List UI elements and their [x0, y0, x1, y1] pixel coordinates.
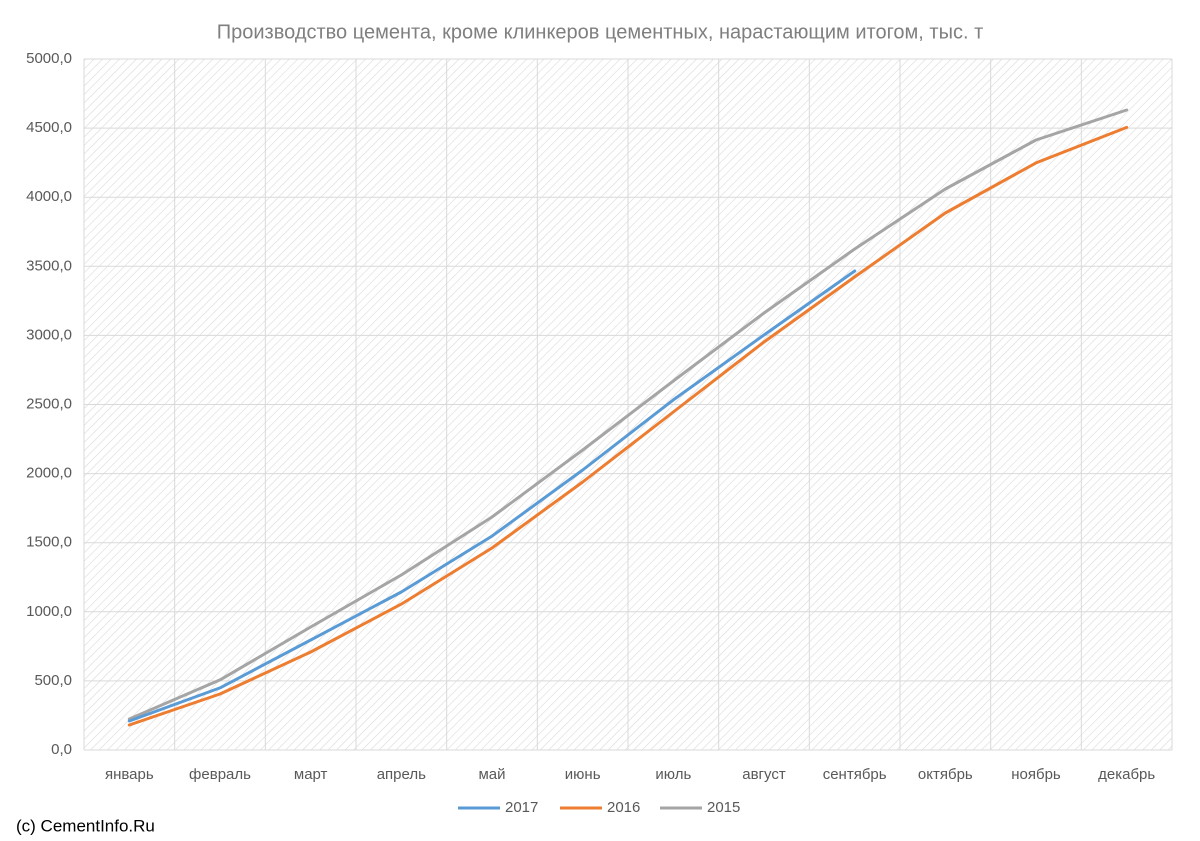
x-tick-label: октябрь — [918, 766, 973, 783]
x-tick-label: февраль — [189, 766, 251, 783]
x-tick-label: март — [294, 766, 328, 783]
y-tick-label: 0,0 — [51, 741, 72, 758]
legend-label: 2017 — [505, 799, 538, 816]
x-tick-label: декабрь — [1098, 766, 1155, 783]
x-tick-label: май — [478, 766, 505, 783]
y-tick-label: 1500,0 — [26, 534, 72, 551]
x-tick-label: сентябрь — [823, 766, 887, 783]
y-tick-label: 2000,0 — [26, 465, 72, 482]
legend-label: 2016 — [607, 799, 640, 816]
series-line — [127, 108, 1129, 721]
x-tick-label: август — [742, 766, 786, 783]
chart-title: Производство цемента, кроме клинкеров це… — [217, 21, 983, 43]
x-tick-label: ноябрь — [1011, 766, 1061, 783]
series-line — [127, 269, 857, 723]
y-tick-label: 3500,0 — [26, 257, 72, 274]
x-tick-label: апрель — [377, 766, 426, 783]
y-tick-label: 500,0 — [34, 672, 72, 689]
x-tick-label: июнь — [565, 766, 601, 783]
series-line — [127, 125, 1129, 727]
x-tick-label: июль — [655, 766, 691, 783]
footer: (c) CementInfo.Ru — [16, 816, 155, 835]
legend-label: 2015 — [707, 799, 740, 816]
y-tick-label: 5000,0 — [26, 50, 72, 67]
y-tick-label: 3000,0 — [26, 326, 72, 343]
y-tick-label: 2500,0 — [26, 395, 72, 412]
y-tick-label: 1000,0 — [26, 603, 72, 620]
y-tick-label: 4500,0 — [26, 119, 72, 136]
x-tick-label: январь — [105, 766, 154, 783]
y-tick-label: 4000,0 — [26, 188, 72, 205]
